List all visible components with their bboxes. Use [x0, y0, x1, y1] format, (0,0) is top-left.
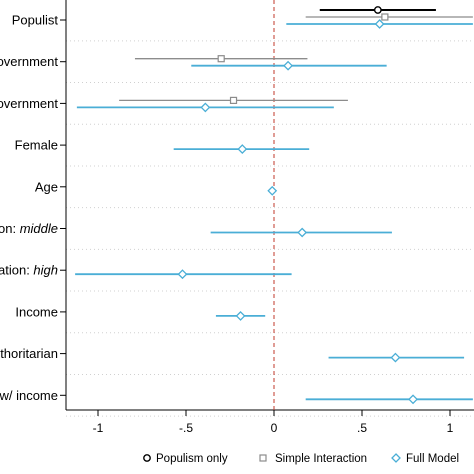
- estimate-marker-diamond: [235, 310, 246, 321]
- legend-label: Populism only: [156, 453, 228, 465]
- legend-item: Full Model: [391, 453, 459, 465]
- row-label: on: middle: [0, 221, 58, 236]
- x-tick-label: 1: [447, 421, 454, 435]
- estimate-marker-diamond: [283, 60, 293, 71]
- estimate-marker-diamond: [390, 352, 401, 363]
- estimate-marker-diamond: [374, 19, 385, 29]
- x-tick-label: .5: [357, 421, 367, 435]
- row-label: Populist: [12, 13, 59, 28]
- series-simple-interaction: [119, 13, 473, 105]
- legend-label: Simple Interaction: [275, 453, 367, 465]
- estimate-marker-diamond: [391, 453, 401, 463]
- estimate-marker-diamond: [267, 185, 278, 196]
- legend: Populism only Simple Interaction Full Mode…: [143, 453, 459, 465]
- estimate-marker-diamond: [408, 394, 418, 405]
- estimate-marker-diamond: [200, 102, 211, 113]
- row-label: thoritarian: [0, 346, 58, 361]
- series-full-model: [75, 19, 473, 405]
- estimate-marker-square: [381, 13, 389, 21]
- x-tick-label: -1: [93, 421, 104, 435]
- x-tick-label: -.5: [179, 421, 193, 435]
- row-label: Female: [15, 138, 58, 153]
- legend-item: Populism only: [143, 453, 228, 465]
- row-labels: Populist overnment overnment Female Age on: m…: [0, 13, 58, 403]
- estimate-marker-square: [259, 454, 267, 462]
- estimate-marker-square: [217, 55, 225, 63]
- estimate-marker-diamond: [297, 227, 308, 238]
- legend-item: Simple Interaction: [259, 453, 367, 465]
- axes: -1 -.5 0 .5 1: [60, 0, 474, 435]
- estimate-marker-diamond: [177, 269, 188, 280]
- series-marks: [75, 6, 473, 405]
- x-tick-label: 0: [271, 421, 278, 435]
- row-label: Income: [15, 304, 58, 319]
- legend-label: Full Model: [406, 453, 459, 465]
- row-label: overnment: [0, 54, 58, 69]
- row-label: ation: high: [0, 263, 58, 278]
- row-label: overnment: [0, 96, 58, 111]
- estimate-marker-diamond: [237, 144, 248, 155]
- estimate-marker-circle: [143, 454, 151, 462]
- series-populism-only: [319, 6, 436, 14]
- grid-separators: [66, 40, 474, 417]
- estimate-marker-square: [229, 96, 238, 105]
- row-label: w/ income: [0, 388, 58, 403]
- estimate-marker-circle: [373, 6, 382, 14]
- row-label: Age: [35, 179, 58, 194]
